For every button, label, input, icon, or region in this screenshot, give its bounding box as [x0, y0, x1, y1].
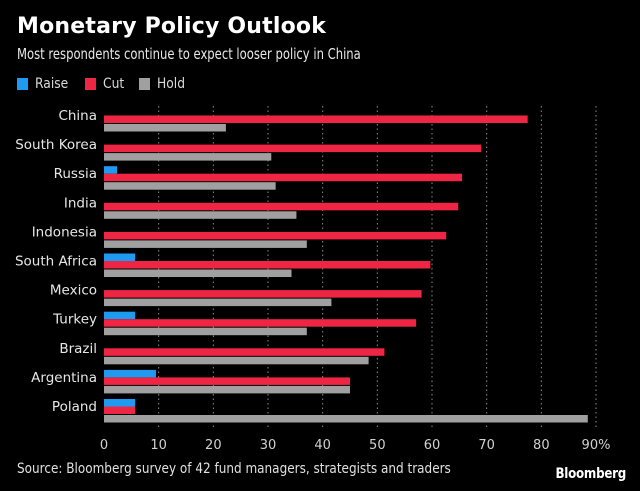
x-tick-label: 60	[424, 438, 441, 453]
category-labels: China South Korea Russia India Indonesia Sout…	[15, 108, 97, 415]
category-label: Turkey	[52, 312, 97, 328]
legend-swatch-cut	[84, 78, 96, 90]
category-label: Poland	[52, 399, 97, 415]
bar-cut	[104, 290, 422, 298]
bar-cut	[104, 348, 385, 356]
category-label: Brazil	[59, 341, 97, 357]
x-tick-label: 50	[369, 438, 386, 453]
chart-subtitle: Most respondents continue to expect loos…	[17, 45, 361, 63]
bar-raise	[104, 311, 136, 320]
bar-hold	[104, 240, 307, 248]
legend-swatch-hold	[138, 78, 150, 90]
bar-hold	[104, 298, 332, 307]
bar-hold	[104, 385, 350, 394]
x-tick-label: 90%	[582, 438, 611, 453]
legend-label-hold: Hold	[156, 76, 185, 92]
x-tick-label: 20	[205, 438, 222, 453]
category-label: China	[58, 108, 97, 124]
chart-title: Monetary Policy Outlook	[17, 14, 327, 39]
x-tick-label: 30	[260, 438, 277, 453]
bar-hold	[104, 415, 588, 423]
bar-raise	[104, 253, 136, 261]
legend-label-cut: Cut	[102, 76, 125, 92]
x-tick-label: 40	[314, 438, 331, 453]
bar-cut	[104, 231, 447, 240]
bar-cut	[104, 144, 482, 153]
bar-hold	[104, 327, 307, 336]
bar-hold	[104, 211, 297, 219]
legend-item-raise: Raise	[17, 76, 73, 92]
category-label: Argentina	[31, 370, 97, 386]
legend: Raise Cut Hold	[17, 76, 201, 92]
x-tick-label: 70	[478, 438, 495, 453]
category-label: India	[64, 195, 97, 211]
x-tick-label: 10	[150, 438, 167, 453]
bar-cut	[104, 173, 463, 182]
bar-cut	[104, 115, 528, 123]
legend-item-hold: Hold	[138, 76, 189, 92]
x-tick-label: 80	[533, 438, 550, 453]
bar-hold	[104, 153, 272, 161]
x-axis-ticks: 0 10 20 30 40 50 60 70 80 90%	[100, 438, 611, 453]
bar-hold	[104, 182, 276, 190]
bar-hold	[104, 269, 292, 277]
category-label: Russia	[54, 166, 97, 182]
x-tick-label: 0	[100, 438, 108, 453]
legend-swatch-raise	[17, 78, 28, 90]
bar-cut	[104, 406, 136, 414]
bar-hold	[104, 124, 226, 132]
category-label: South Korea	[15, 137, 97, 153]
bar-raise	[104, 166, 118, 174]
bar-cut	[104, 261, 431, 269]
category-label: Indonesia	[32, 224, 97, 240]
source-note: Source: Bloomberg survey of 42 fund mana…	[17, 461, 451, 477]
bar-cut	[104, 319, 417, 327]
category-label: South Africa	[15, 254, 97, 270]
bloomberg-logo: Bloomberg	[555, 466, 626, 482]
bar-cut	[104, 377, 350, 385]
bar-raise	[104, 369, 156, 378]
category-label: Mexico	[50, 283, 97, 299]
legend-item-cut: Cut	[84, 76, 127, 92]
legend-label-raise: Raise	[35, 76, 69, 92]
bar-cut	[104, 202, 459, 211]
bars	[104, 115, 588, 423]
bar-hold	[104, 356, 369, 365]
bar-raise	[104, 399, 136, 407]
